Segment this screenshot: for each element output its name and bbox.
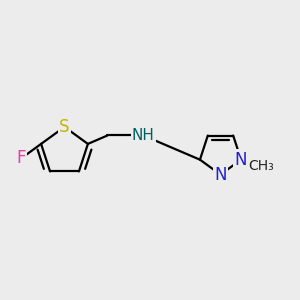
Text: CH₃: CH₃ [249, 159, 274, 173]
Text: N: N [214, 166, 227, 184]
Text: S: S [59, 118, 70, 136]
Text: NH: NH [132, 128, 155, 143]
Text: F: F [16, 149, 26, 167]
Text: N: N [235, 151, 247, 169]
